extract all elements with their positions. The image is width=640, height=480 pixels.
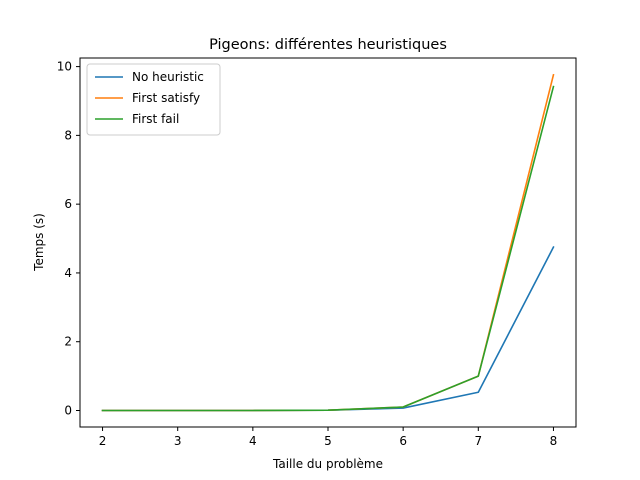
legend-label: First fail <box>132 112 179 126</box>
x-tick-label: 7 <box>474 434 482 448</box>
series-line-3 <box>101 85 555 412</box>
x-tick-label: 2 <box>99 434 107 448</box>
x-tick-label: 8 <box>550 434 558 448</box>
y-axis: 0 2 4 6 8 10 <box>57 60 80 417</box>
legend-label: No heuristic <box>132 70 204 84</box>
x-axis: 2 3 4 5 6 7 8 <box>99 427 558 448</box>
y-tick-label: 0 <box>64 403 72 417</box>
chart-title: Pigeons: différentes heuristiques <box>209 37 447 53</box>
y-tick-label: 2 <box>64 335 72 349</box>
y-tick-label: 6 <box>64 197 72 211</box>
x-tick-label: 5 <box>324 434 332 448</box>
x-axis-label: Taille du problème <box>272 457 383 471</box>
x-tick-label: 3 <box>174 434 182 448</box>
legend: No heuristic First satisfy First fail <box>86 63 221 136</box>
x-tick-label: 6 <box>399 434 407 448</box>
series-line-1 <box>101 246 555 412</box>
x-tick-label: 4 <box>249 434 257 448</box>
y-tick-label: 8 <box>64 128 72 142</box>
y-tick-label: 10 <box>57 60 72 74</box>
legend-label: First satisfy <box>132 91 200 105</box>
y-tick-label: 4 <box>64 266 72 280</box>
plot-lines <box>101 73 555 412</box>
legend-frame <box>86 63 221 136</box>
y-axis-label: Temps (s) <box>32 213 46 272</box>
